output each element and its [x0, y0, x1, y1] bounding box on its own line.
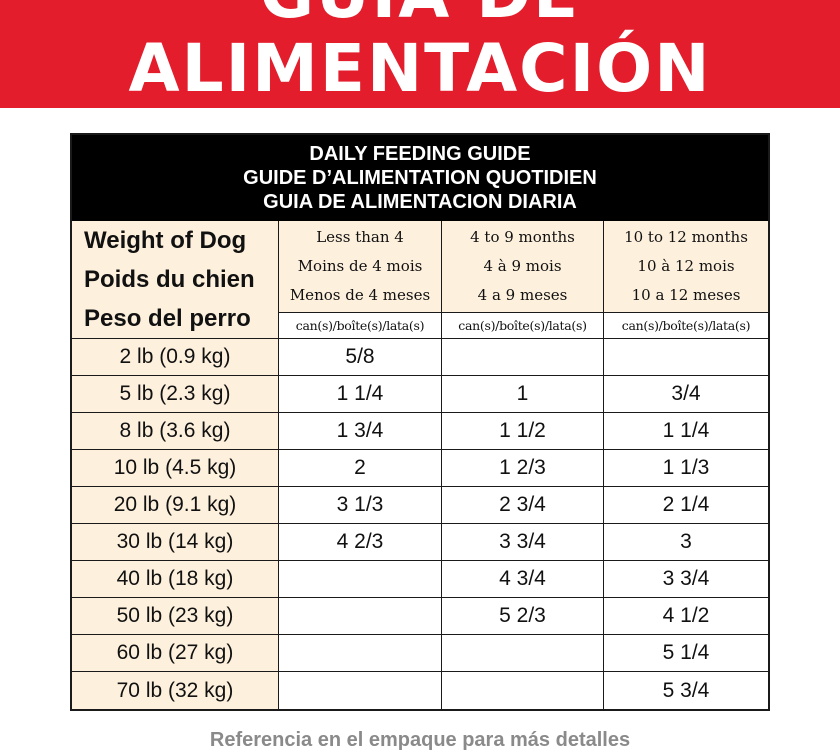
amount-cell: 4 3/4: [442, 561, 604, 598]
amount-cell: 1 3/4: [279, 413, 442, 450]
table-title-french: GUIDE D’ALIMENTATION QUOTIDIEN: [243, 167, 597, 189]
weight-cell: 70 lb (32 kg): [72, 672, 279, 709]
weight-cell: 10 lb (4.5 kg): [72, 450, 279, 487]
amount-cell: [279, 598, 442, 635]
amount-cell: [279, 635, 442, 672]
amount-cell: 5/8: [279, 339, 442, 376]
footer-note: Referencia en el empaque para más detall…: [209, 729, 631, 751]
amount-cell: 1 2/3: [442, 450, 604, 487]
amount-cell: 1 1/4: [279, 376, 442, 413]
amount-cell: [442, 672, 604, 709]
weight-cell: 40 lb (18 kg): [72, 561, 279, 598]
weight-header-french: Poids du chien: [84, 266, 255, 293]
age-header-line: Moins de 4 mois: [297, 257, 423, 275]
amount-cell: 3 3/4: [604, 561, 768, 598]
age-header-line: 4 a 9 meses: [477, 286, 568, 304]
amount-cell: 2: [279, 450, 442, 487]
amount-cell: 2 1/4: [604, 487, 768, 524]
age-header-line: Menos de 4 meses: [289, 286, 431, 304]
feeding-guide-table: DAILY FEEDING GUIDE GUIDE D’ALIMENTATION…: [70, 133, 770, 711]
weight-header-english: Weight of Dog: [84, 227, 247, 254]
weight-header-spanish: Peso del perro: [84, 305, 251, 332]
table-title-english: DAILY FEEDING GUIDE: [309, 143, 531, 165]
weight-column-header: Weight of Dog Poids du chien Peso del pe…: [72, 221, 279, 339]
unit-label: can(s)/boîte(s)/lata(s): [279, 313, 442, 339]
amount-cell: 5 3/4: [604, 672, 768, 709]
age-header-line: 4 to 9 months: [470, 228, 575, 246]
title-banner: GUÍA DE ALIMENTACIÓN: [0, 0, 840, 108]
weight-cell: 8 lb (3.6 kg): [72, 413, 279, 450]
age-header-line: 10 à 12 mois: [637, 257, 735, 275]
amount-cell: 1: [442, 376, 604, 413]
amount-cell: 4 1/2: [604, 598, 768, 635]
amount-cell: 4 2/3: [279, 524, 442, 561]
amount-cell: [442, 635, 604, 672]
table-title-band: DAILY FEEDING GUIDE GUIDE D’ALIMENTATION…: [72, 135, 768, 221]
weight-cell: 50 lb (23 kg): [72, 598, 279, 635]
age-column-header: 10 to 12 months 10 à 12 mois 10 a 12 meses: [604, 221, 768, 313]
amount-cell: 1 1/4: [604, 413, 768, 450]
age-header-line: 10 to 12 months: [624, 228, 748, 246]
amount-cell: [604, 339, 768, 376]
amount-cell: [279, 672, 442, 709]
age-header-line: 4 à 9 mois: [483, 257, 562, 275]
amount-cell: 3: [604, 524, 768, 561]
amount-cell: 1 1/2: [442, 413, 604, 450]
amount-cell: [279, 561, 442, 598]
table-title-spanish: GUIA DE ALIMENTACION DIARIA: [263, 191, 577, 213]
weight-cell: 5 lb (2.3 kg): [72, 376, 279, 413]
weight-cell: 20 lb (9.1 kg): [72, 487, 279, 524]
amount-cell: 3 1/3: [279, 487, 442, 524]
age-header-line: 10 a 12 meses: [631, 286, 741, 304]
amount-cell: 2 3/4: [442, 487, 604, 524]
banner-title-line-1: GUÍA DE: [0, 0, 840, 28]
amount-cell: 1 1/3: [604, 450, 768, 487]
amount-cell: 5 1/4: [604, 635, 768, 672]
amount-cell: [442, 339, 604, 376]
age-column-header: Less than 4 Moins de 4 mois Menos de 4 mes…: [279, 221, 442, 313]
weight-cell: 2 lb (0.9 kg): [72, 339, 279, 376]
weight-cell: 60 lb (27 kg): [72, 635, 279, 672]
feeding-grid: Weight of Dog Poids du chien Peso del pe…: [72, 221, 768, 709]
unit-label: can(s)/boîte(s)/lata(s): [442, 313, 604, 339]
amount-cell: 3/4: [604, 376, 768, 413]
amount-cell: 3 3/4: [442, 524, 604, 561]
weight-cell: 30 lb (14 kg): [72, 524, 279, 561]
amount-cell: 5 2/3: [442, 598, 604, 635]
unit-label: can(s)/boîte(s)/lata(s): [604, 313, 768, 339]
banner-title-line-2: ALIMENTACIÓN: [128, 30, 712, 107]
age-column-header: 4 to 9 months 4 à 9 mois 4 a 9 meses: [442, 221, 604, 313]
age-header-line: Less than 4: [316, 228, 404, 246]
